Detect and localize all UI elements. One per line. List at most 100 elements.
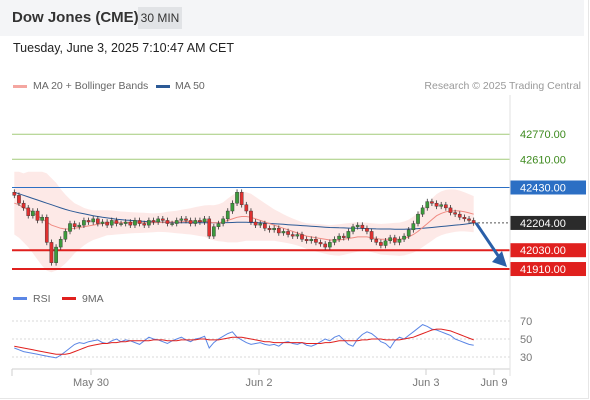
time-axis-label: May 30	[73, 377, 109, 389]
candle-body	[383, 240, 388, 246]
candle-body	[123, 221, 128, 224]
candle-body	[272, 228, 276, 231]
ma20-legend-swatch	[13, 85, 27, 88]
candle-body	[300, 234, 304, 240]
time-axis-label: Jun 2	[246, 377, 273, 389]
candle-body	[314, 239, 318, 243]
candle-body	[369, 231, 374, 240]
candle-body	[416, 213, 420, 224]
price-levels-layer	[12, 133, 510, 271]
time-axis-label: Jun 9	[481, 377, 508, 389]
candle-body	[457, 213, 462, 218]
level-label-bg	[510, 180, 586, 195]
projection-arrow-head	[492, 251, 507, 268]
ma50-legend-swatch	[156, 85, 170, 88]
candle-body	[184, 218, 188, 221]
candle-body	[425, 201, 430, 209]
level-label-pivot: 42430.00	[520, 183, 566, 195]
time-axis-label: Jun 3	[413, 377, 440, 389]
candle-body	[63, 231, 68, 240]
9ma-legend-label: 9MA	[82, 293, 104, 305]
candle-body	[72, 223, 77, 227]
candle-body	[54, 246, 58, 263]
candle-body	[239, 192, 244, 205]
candle-body	[346, 231, 351, 238]
candle-body	[100, 221, 105, 224]
level-label-resistance: 42770.00	[520, 129, 566, 141]
candle-body	[406, 229, 411, 237]
candle-body	[355, 224, 360, 227]
level-label-support: 42030.00	[520, 245, 566, 257]
candle-body	[420, 207, 425, 215]
candles-layer	[12, 189, 476, 266]
9ma-line	[14, 328, 474, 355]
candle-body	[82, 220, 86, 226]
candle-body	[411, 223, 416, 231]
ma20-legend-label: MA 20 + Bollinger Bands	[33, 80, 149, 92]
candle-body	[332, 239, 337, 243]
candle-body	[198, 220, 202, 223]
level-label-resistance: 42610.00	[520, 154, 566, 166]
candle-body	[263, 223, 267, 229]
timestamp: Tuesday, June 3, 2025 7:10:47 AM CET	[13, 41, 234, 55]
candle-body	[379, 242, 383, 246]
candle-body	[160, 218, 165, 221]
candle-body	[295, 234, 300, 237]
candle-body	[337, 235, 341, 240]
timeframe-badge[interactable]: 30 MIN	[138, 7, 182, 29]
candle-body	[133, 220, 137, 226]
9ma-legend-swatch	[62, 297, 76, 300]
candle-body	[128, 221, 133, 226]
candle-body	[276, 228, 281, 234]
candle-body	[397, 239, 402, 243]
candle-body	[68, 223, 72, 232]
candle-body	[216, 223, 221, 227]
candle-body	[467, 218, 471, 221]
candle-body	[114, 220, 119, 224]
candle-body	[281, 231, 286, 234]
rsi-line	[14, 324, 474, 359]
candle-body	[462, 217, 467, 220]
ma50-line	[14, 191, 474, 230]
rsi-tick-label: 50	[520, 334, 532, 346]
candle-body	[434, 202, 439, 207]
candle-body	[365, 228, 369, 232]
candle-body	[109, 220, 114, 226]
candle-body	[119, 223, 123, 225]
candle-body	[392, 237, 397, 243]
projection-arrow-shaft	[474, 222, 501, 258]
candle-body	[318, 242, 323, 245]
candle-body	[430, 201, 434, 204]
candle-body	[304, 239, 309, 242]
candle-body	[388, 237, 392, 242]
candle-body	[225, 210, 230, 220]
candle-body	[402, 235, 406, 240]
rsi-legend-label: RSI	[33, 293, 51, 305]
candle-body	[174, 220, 179, 224]
level-label-layer: 42770.00 42610.00 42430.00 42204.00 42030.00…	[510, 129, 586, 277]
candle-body	[221, 218, 225, 224]
candle-body	[202, 218, 207, 223]
level-label-last: 42204.00	[520, 218, 566, 230]
candle-body	[86, 220, 91, 223]
candle-body	[244, 204, 249, 212]
ma20-line	[14, 202, 474, 241]
level-label-bg	[510, 215, 586, 230]
candle-body	[142, 223, 147, 226]
candle-body	[444, 204, 448, 209]
ma50-legend-label: MA 50	[175, 80, 205, 92]
candle-body	[323, 243, 328, 248]
level-label-bg	[510, 243, 586, 258]
candle-body	[151, 220, 156, 223]
candle-body	[35, 210, 40, 221]
candle-body	[165, 220, 170, 224]
candle-body	[156, 218, 160, 223]
rsi-panel: 70 50 30	[12, 316, 532, 364]
header-bar: Dow Jones (CME) 30 MIN	[0, 0, 584, 36]
candle-body	[448, 207, 453, 213]
level-label-bg	[510, 262, 586, 277]
candle-body	[212, 226, 216, 237]
candle-body	[360, 224, 365, 229]
candle-body	[471, 220, 476, 224]
